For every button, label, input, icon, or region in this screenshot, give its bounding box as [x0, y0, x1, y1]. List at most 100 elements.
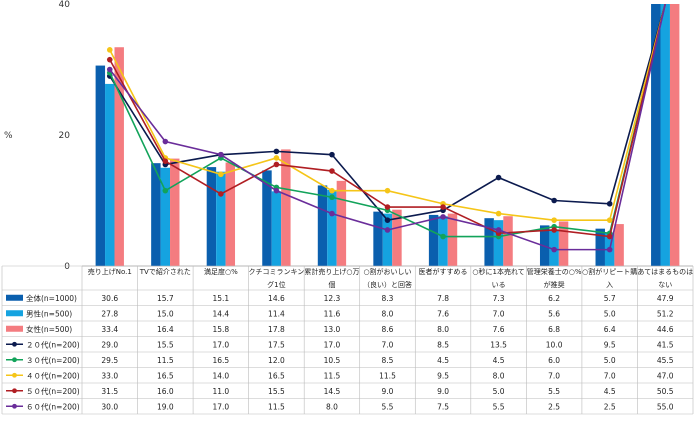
- line-point: [495, 210, 502, 217]
- bar: [262, 170, 272, 266]
- line-point: [162, 138, 169, 145]
- table-value: 14.6: [268, 294, 285, 303]
- table-value: 7.8: [437, 294, 449, 303]
- table-value: 11.5: [379, 371, 396, 380]
- line-point: [495, 174, 502, 181]
- category-label: 個: [328, 280, 335, 289]
- table-value: 11.0: [213, 387, 230, 396]
- table-value: 50.5: [657, 387, 674, 396]
- line-point: [106, 56, 113, 63]
- line-point: [606, 217, 613, 223]
- line-point: [384, 227, 391, 233]
- legend-marker: [12, 357, 17, 363]
- line-point: [218, 191, 224, 197]
- table-value: 9.5: [437, 371, 449, 380]
- bar: [151, 163, 161, 266]
- bar: [595, 228, 605, 266]
- table-value: 5.0: [493, 387, 505, 396]
- bar: [669, 4, 680, 266]
- line-point: [440, 204, 446, 210]
- table-value: 7.0: [493, 309, 505, 318]
- table-value: 8.0: [382, 309, 394, 318]
- table-value: 9.0: [382, 387, 394, 396]
- table-value: 17.5: [268, 340, 285, 349]
- y-tick-label: 0: [64, 262, 70, 272]
- line-point: [218, 151, 224, 158]
- line-point: [329, 210, 335, 217]
- bar: [382, 213, 393, 266]
- table-value: 17.0: [324, 340, 341, 349]
- table-value: 15.7: [157, 294, 174, 303]
- line-point: [551, 227, 557, 233]
- bar: [95, 65, 106, 266]
- bar: [558, 221, 569, 266]
- table-value: 5.5: [382, 402, 394, 411]
- table-value: 45.5: [657, 356, 674, 365]
- line-point: [329, 168, 335, 174]
- line-point: [162, 187, 169, 194]
- bar: [503, 216, 513, 266]
- legend-marker: [12, 341, 17, 347]
- category-label: 管理栄養士の○%: [527, 267, 582, 276]
- legend-label: ２０代(n=200): [26, 339, 80, 349]
- table-value: 17.0: [213, 402, 230, 411]
- table-value: 16.5: [268, 371, 285, 380]
- legend-label: 女性(n=500): [26, 324, 72, 334]
- table-value: 7.0: [604, 371, 616, 380]
- line-point: [551, 217, 557, 223]
- table-value: 10.0: [546, 340, 563, 349]
- series-line: [109, 4, 667, 221]
- legend-swatch: [6, 325, 23, 332]
- category-label: あてはまるものは: [637, 268, 693, 276]
- category-label: 累計売り上げ○万: [304, 267, 359, 276]
- category-label: TVで紹介された: [139, 267, 191, 276]
- bar: [170, 158, 180, 266]
- table-value: 8.5: [382, 356, 394, 365]
- table-value: 8.0: [493, 371, 505, 380]
- y-tick-label: 20: [59, 131, 71, 141]
- table-value: 4.5: [437, 356, 449, 365]
- table-value: 44.6: [657, 325, 674, 334]
- table-value: 15.5: [157, 340, 174, 349]
- table-value: 2.5: [604, 402, 616, 411]
- table-value: 11.5: [157, 356, 174, 365]
- category-label: （良い）と回答: [363, 280, 412, 289]
- table-value: 6.4: [604, 325, 616, 334]
- table-value: 9.5: [604, 340, 616, 349]
- bar: [327, 190, 337, 266]
- bar: [160, 167, 171, 266]
- table-value: 11.6: [324, 309, 341, 318]
- line-point: [606, 246, 613, 253]
- table-value: 2.5: [548, 402, 560, 411]
- table-value: 7.6: [493, 325, 505, 334]
- bar: [428, 214, 439, 266]
- legend-swatch: [6, 310, 23, 317]
- table-value: 10.5: [324, 356, 341, 365]
- table-value: 13.0: [324, 325, 341, 334]
- table-value: 13.5: [490, 340, 507, 349]
- legend-swatch: [6, 294, 23, 301]
- table-value: 16.5: [213, 356, 230, 365]
- table-value: 15.1: [213, 294, 230, 303]
- category-label: ない: [658, 281, 672, 289]
- table-value: 5.7: [604, 294, 616, 303]
- bar: [336, 180, 347, 266]
- table-value: 16.0: [157, 387, 174, 396]
- table-value: 41.5: [657, 340, 674, 349]
- bar: [114, 47, 124, 267]
- bar: [614, 224, 624, 266]
- line-point: [273, 187, 280, 194]
- legend-marker: [12, 403, 17, 409]
- category-label: 売り上げNo.1: [88, 267, 132, 276]
- legend-label: 男性(n=500): [26, 308, 72, 318]
- legend-label: ３０代(n=200): [26, 355, 80, 365]
- table-value: 7.3: [493, 294, 505, 303]
- line-point: [495, 227, 502, 233]
- table-value: 5.0: [604, 309, 616, 318]
- line-point: [329, 187, 335, 194]
- bar: [271, 191, 282, 266]
- bar: [281, 149, 291, 266]
- table-value: 8.0: [326, 402, 338, 411]
- table-value: 47.0: [657, 371, 674, 380]
- table-value: 8.3: [382, 294, 394, 303]
